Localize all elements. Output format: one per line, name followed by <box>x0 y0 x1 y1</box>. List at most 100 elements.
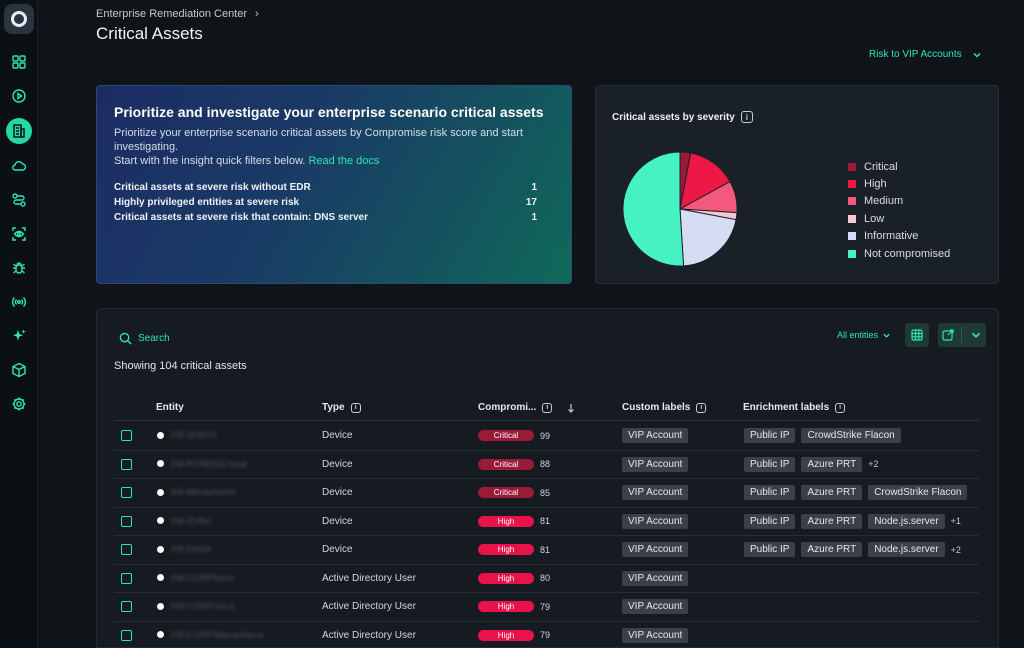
row-select[interactable] <box>121 515 132 527</box>
building-icon[interactable] <box>6 118 32 144</box>
entity-name[interactable]: XM-CORP\zur.u <box>170 601 235 611</box>
custom-label[interactable]: VIP Account <box>622 599 689 614</box>
enrichment-label[interactable]: Node.js.server <box>868 542 945 557</box>
bug-icon[interactable] <box>6 255 32 281</box>
info-icon[interactable]: i <box>835 402 846 413</box>
table-row[interactable]: XM-DANA Device High 81 VIP Account Public… <box>114 536 979 565</box>
row-select[interactable] <box>121 487 132 498</box>
enrichment-label[interactable]: Azure PRT <box>801 513 863 529</box>
enrichment-label[interactable]: Public IP <box>744 513 796 529</box>
entity-name[interactable]: XM-CORP\Menachems <box>170 629 265 640</box>
entity-cell[interactable]: XM-ZURU <box>157 516 212 526</box>
entity-name[interactable]: XM-SHAYS <box>170 430 217 440</box>
dashboard-icon[interactable] <box>6 49 32 75</box>
app-logo[interactable] <box>4 4 34 34</box>
entity-cell[interactable]: XM-CORP\booz <box>157 573 235 583</box>
entity-cell[interactable]: XM-RONENG.local <box>157 459 247 469</box>
enrichment-label[interactable]: Node.js.server <box>868 513 945 529</box>
table-row[interactable]: XM-Menachems Device Critical 85 VIP Accou… <box>114 479 979 508</box>
row-checkbox[interactable] <box>121 601 132 612</box>
enrichment-label[interactable]: Azure PRT <box>801 485 863 500</box>
table-row[interactable]: XM-RONENG.local Device Critical 88 VIP Ac… <box>114 451 979 479</box>
entities-filter-dropdown[interactable]: All entities <box>837 330 891 340</box>
custom-label[interactable]: VIP Account <box>622 570 689 586</box>
custom-label[interactable]: VIP Account <box>622 485 689 500</box>
row-select[interactable] <box>121 430 132 441</box>
quick-filter-row[interactable]: Critical assets at severe risk without E… <box>114 180 554 195</box>
row-checkbox[interactable] <box>121 458 132 470</box>
quick-filter-row[interactable]: Highly privileged entities at severe ris… <box>114 195 554 210</box>
broadcast-icon[interactable] <box>6 289 32 315</box>
row-checkbox[interactable] <box>121 430 132 441</box>
custom-label[interactable]: VIP Account <box>622 627 689 643</box>
row-select[interactable] <box>121 629 132 641</box>
settings-icon[interactable] <box>6 391 32 417</box>
table-row[interactable]: XM-CORP\booz Active Directory User High 8… <box>114 565 979 593</box>
more-labels-count[interactable]: +2 <box>868 459 879 469</box>
row-checkbox[interactable] <box>121 572 132 584</box>
more-labels-count[interactable]: +2 <box>950 544 961 555</box>
column-entity[interactable]: Entity <box>156 402 184 413</box>
table-row[interactable]: XM-CORP\zur.u Active Directory User High… <box>114 593 979 622</box>
entity-cell[interactable]: XM-Menachems <box>157 487 236 497</box>
column-custom-labels[interactable]: Custom labels i <box>622 402 707 413</box>
table-view-button[interactable] <box>905 323 929 347</box>
entity-name[interactable]: XM-CORP\booz <box>170 572 235 583</box>
entity-name[interactable]: XM-RONENG.local <box>170 458 248 469</box>
breadcrumb-parent[interactable]: Enterprise Remediation Center <box>96 8 248 20</box>
enrichment-label[interactable]: Azure PRT <box>801 542 863 557</box>
column-compromise[interactable]: Compromi... i <box>478 402 576 413</box>
info-icon[interactable]: i <box>350 402 361 413</box>
entity-cell[interactable]: XM-CORP\zur.u <box>157 601 235 611</box>
route-icon[interactable] <box>6 187 32 213</box>
entity-name[interactable]: XM-ZURU <box>170 515 212 526</box>
row-checkbox[interactable] <box>121 487 132 498</box>
row-select[interactable] <box>121 544 132 555</box>
eye-scan-icon[interactable] <box>6 221 32 247</box>
info-icon[interactable]: i <box>542 402 553 413</box>
entity-name[interactable]: XM-DANA <box>170 544 212 554</box>
export-button[interactable] <box>938 323 986 347</box>
search-button[interactable]: Search <box>119 332 170 345</box>
column-type[interactable]: Type i <box>322 402 361 413</box>
custom-label[interactable]: VIP Account <box>622 456 689 472</box>
sort-desc-icon[interactable] <box>566 403 576 413</box>
enrichment-label[interactable]: CrowdStrike Flacon <box>801 428 901 443</box>
row-checkbox[interactable] <box>121 544 132 555</box>
cloud-icon[interactable] <box>6 153 32 179</box>
table-row[interactable]: XM-CORP\Menachems Active Directory User … <box>114 622 979 648</box>
sparkle-icon[interactable] <box>6 323 32 349</box>
column-enrichment-labels[interactable]: Enrichment labels i <box>743 402 846 413</box>
pie-slice-not-compromised[interactable] <box>622 151 685 267</box>
entity-cell[interactable]: XM-CORP\Menachems <box>157 630 264 640</box>
enrichment-label[interactable]: Public IP <box>744 456 796 472</box>
quick-filter-row[interactable]: Critical assets at severe risk that cont… <box>114 210 554 225</box>
row-select[interactable] <box>121 572 132 584</box>
play-circle-icon[interactable] <box>6 83 32 109</box>
package-icon[interactable] <box>6 357 32 383</box>
custom-label[interactable]: VIP Account <box>622 428 689 443</box>
row-select[interactable] <box>121 601 132 612</box>
table-row[interactable]: XM-SHAYS Device Critical 99 VIP Account P… <box>114 422 979 451</box>
entity-cell[interactable]: XM-DANA <box>157 544 212 554</box>
more-labels-count[interactable]: +1 <box>950 516 961 526</box>
row-checkbox[interactable] <box>121 629 132 641</box>
row-checkbox[interactable] <box>121 515 132 527</box>
risk-scenario-dropdown[interactable]: Risk to VIP Accounts <box>869 49 982 60</box>
enrichment-label[interactable]: Public IP <box>744 542 796 557</box>
custom-label[interactable]: VIP Account <box>622 513 689 529</box>
enrichment-label[interactable]: Public IP <box>744 428 796 443</box>
custom-labels-cell: VIP Account <box>622 513 689 529</box>
info-icon[interactable]: i <box>696 402 707 413</box>
entity-name[interactable]: XM-Menachems <box>170 487 236 497</box>
info-icon[interactable]: i <box>740 111 753 123</box>
enrichment-label[interactable]: CrowdStrike Flacon <box>868 485 968 500</box>
pie-slice-informative[interactable] <box>679 208 737 267</box>
row-select[interactable] <box>121 458 132 470</box>
enrichment-label[interactable]: Azure PRT <box>801 456 863 472</box>
read-docs-link[interactable]: Read the docs <box>308 155 380 167</box>
entity-cell[interactable]: XM-SHAYS <box>157 430 216 440</box>
table-row[interactable]: XM-ZURU Device High 81 VIP Account Public… <box>114 508 979 536</box>
custom-label[interactable]: VIP Account <box>622 542 689 557</box>
enrichment-label[interactable]: Public IP <box>744 485 796 500</box>
